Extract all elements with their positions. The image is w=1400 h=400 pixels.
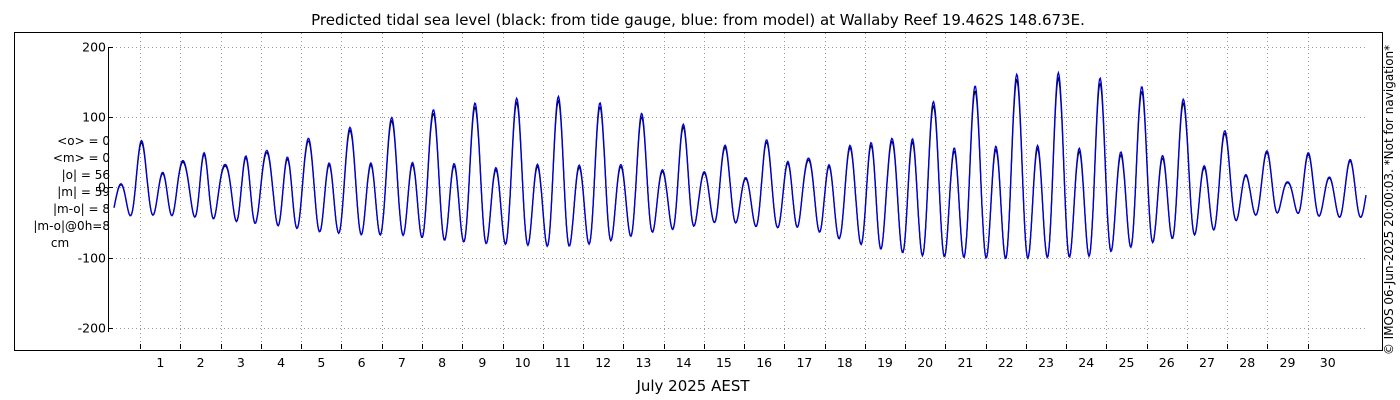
stat-unit: cm <box>50 236 70 250</box>
y-tick-label: -100 <box>78 251 106 266</box>
x-tick-label: 1 <box>156 355 164 370</box>
x-tick-label: 22 <box>998 355 1014 370</box>
y-ticks: -200 -100 0 100 200 <box>78 40 113 336</box>
x-tick-label: 12 <box>595 355 611 370</box>
stat-mean-observed: <o> = 0 <box>57 134 110 148</box>
x-tick-label: 17 <box>796 355 812 370</box>
x-tick-label: 29 <box>1280 355 1296 370</box>
x-tick-label: 21 <box>957 355 973 370</box>
stat-abs-observed: |o| = 56 <box>61 168 110 182</box>
x-tick-label: 10 <box>515 355 531 370</box>
y-tick-label: 100 <box>82 110 106 125</box>
x-tick-label: 30 <box>1320 355 1336 370</box>
plot-frame <box>14 32 1383 351</box>
x-tick-label: 19 <box>877 355 893 370</box>
stat-mean-model: <m> = 0 <box>52 151 110 165</box>
y-tick-label: -200 <box>78 321 106 336</box>
x-tick-label: 13 <box>635 355 651 370</box>
x-tick-label: 3 <box>237 355 245 370</box>
x-tick-label: 5 <box>317 355 325 370</box>
x-tick-label: 4 <box>277 355 285 370</box>
stat-abs-model: |m| = 59 <box>57 185 110 199</box>
x-tick-label: 28 <box>1239 355 1255 370</box>
stat-abs-diff-0h: |m-o|@0h=8 <box>33 219 110 233</box>
x-tick-label: 24 <box>1078 355 1094 370</box>
x-tick-label: 11 <box>555 355 571 370</box>
x-tick-label: 8 <box>438 355 446 370</box>
x-tick-label: 14 <box>676 355 692 370</box>
statistics-panel: <o> = 0 <m> = 0 |o| = 56 |m| = 59 |m-o| … <box>18 133 110 252</box>
y-tick-label: 0 <box>98 180 106 195</box>
x-tick-label: 7 <box>398 355 406 370</box>
chart-title: Predicted tidal sea level (black: from t… <box>311 11 1085 29</box>
stat-abs-diff: |m-o| = 8 <box>53 202 110 216</box>
x-tick-label: 6 <box>358 355 366 370</box>
copyright-note: © IMOS 06-Jun-2025 20:00:03. *Not for na… <box>1382 45 1396 355</box>
x-tick-label: 15 <box>716 355 732 370</box>
grid-lines <box>108 33 1368 349</box>
x-axis-label: July 2025 AEST <box>635 377 750 395</box>
x-tick-label: 25 <box>1119 355 1135 370</box>
x-tick-label: 26 <box>1159 355 1175 370</box>
x-tick-label: 27 <box>1199 355 1215 370</box>
x-tick-label: 2 <box>197 355 205 370</box>
series-line-model <box>113 70 1367 260</box>
x-tick-label: 16 <box>756 355 772 370</box>
x-tick-label: 9 <box>478 355 486 370</box>
x-tick-label: 20 <box>917 355 933 370</box>
x-tick-label: 18 <box>837 355 853 370</box>
x-tick-label: 23 <box>1038 355 1054 370</box>
y-tick-label: 200 <box>82 40 106 55</box>
x-ticks: 1 2 3 4 5 6 7 8 9 10 11 12 13 14 15 16 17 18 19 20 21 22 23 24 2… <box>140 344 1336 370</box>
